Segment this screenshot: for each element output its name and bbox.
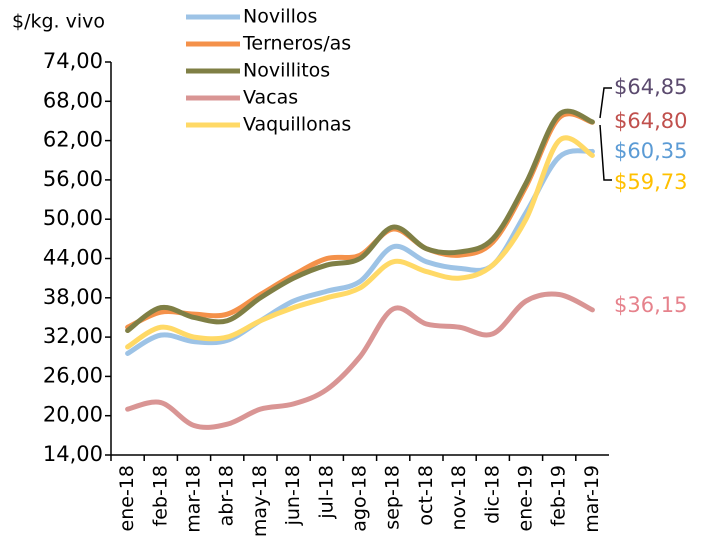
x-tick-label: ene-19 xyxy=(515,465,537,531)
data-label: $64,85 xyxy=(614,75,687,99)
series-line xyxy=(125,291,595,430)
y-tick-label: 32,00 xyxy=(43,324,103,348)
x-tick-label: ene-18 xyxy=(116,465,138,531)
x-tick-label: nov-18 xyxy=(448,465,470,530)
x-tick-label: sep-18 xyxy=(382,465,404,530)
legend-label: Terneros/as xyxy=(242,33,351,55)
x-tick-label: jun-18 xyxy=(282,465,304,526)
series-line xyxy=(125,148,595,356)
y-tick-label: 56,00 xyxy=(43,167,103,191)
y-tick-label: 14,00 xyxy=(43,442,103,466)
x-tick-label: mar-19 xyxy=(581,465,603,533)
x-tick-label: may-18 xyxy=(249,465,271,537)
data-label: $59,73 xyxy=(614,170,687,194)
x-tick-label: dic-18 xyxy=(481,465,503,524)
y-tick-label: 74,00 xyxy=(43,49,103,73)
x-tick-label: feb-18 xyxy=(149,465,171,526)
legend-label: Novillos xyxy=(243,6,317,28)
y-tick-label: 38,00 xyxy=(43,285,103,309)
x-tick-label: abr-18 xyxy=(216,465,238,526)
y-tick-label: 44,00 xyxy=(43,246,103,270)
y-axis-label: $/kg. vivo xyxy=(12,11,105,33)
label-bracket xyxy=(599,124,612,181)
y-tick-label: 26,00 xyxy=(43,363,103,387)
data-label: $36,15 xyxy=(614,293,687,317)
legend-label: Vaquillonas xyxy=(243,114,351,136)
series-line xyxy=(125,135,595,350)
x-tick-label: jul-18 xyxy=(315,465,337,520)
x-tick-label: ago-18 xyxy=(349,465,371,532)
y-tick-label: 68,00 xyxy=(43,88,103,112)
y-tick-label: 62,00 xyxy=(43,128,103,152)
y-tick-label: 50,00 xyxy=(43,206,103,230)
legend-label: Vacas xyxy=(243,87,298,109)
y-tick-label: 20,00 xyxy=(43,403,103,427)
label-bracket xyxy=(599,87,612,119)
data-label: $64,80 xyxy=(614,109,687,133)
series-line xyxy=(125,108,595,334)
legend-label: Novillitos xyxy=(243,60,330,82)
data-label: $60,35 xyxy=(614,139,687,163)
x-tick-label: mar-18 xyxy=(183,465,205,533)
x-tick-label: oct-18 xyxy=(415,465,437,526)
x-tick-label: feb-19 xyxy=(548,465,570,526)
